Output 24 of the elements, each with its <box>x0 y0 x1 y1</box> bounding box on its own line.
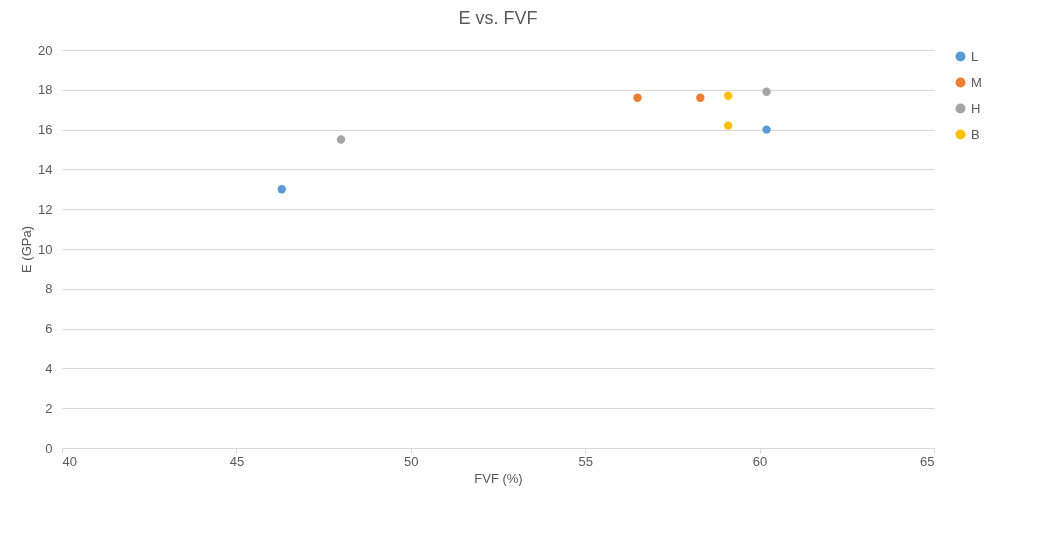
y-tick-label: 8 <box>45 281 53 297</box>
x-tick-label: 40 <box>62 453 77 469</box>
y-tick-label: 4 <box>45 360 53 376</box>
chart-title: E vs. FVF <box>458 8 538 28</box>
legend-label: L <box>971 48 979 64</box>
legend-label: M <box>971 74 982 90</box>
y-tick-label: 2 <box>45 400 53 416</box>
y-tick-label: 16 <box>38 122 53 138</box>
y-tick-label: 18 <box>38 82 53 98</box>
x-tick-label: 45 <box>229 453 245 469</box>
y-tick-label: 0 <box>45 440 53 456</box>
legend-label: H <box>971 100 981 116</box>
y-axis-title: E (GPa) <box>19 226 35 273</box>
y-tick-label: 12 <box>38 201 53 217</box>
legend-label: B <box>971 126 980 142</box>
x-axis-title: FVF (%) <box>474 470 523 486</box>
y-tick-label: 6 <box>45 321 53 337</box>
y-tick-label: 14 <box>38 161 53 177</box>
y-tick-label: 10 <box>38 241 53 257</box>
x-tick-label: 55 <box>578 453 593 469</box>
x-tick-label: 60 <box>752 453 768 469</box>
x-tick-label: 65 <box>920 453 935 469</box>
x-tick-label: 50 <box>404 453 419 469</box>
y-tick-label: 20 <box>38 42 53 58</box>
